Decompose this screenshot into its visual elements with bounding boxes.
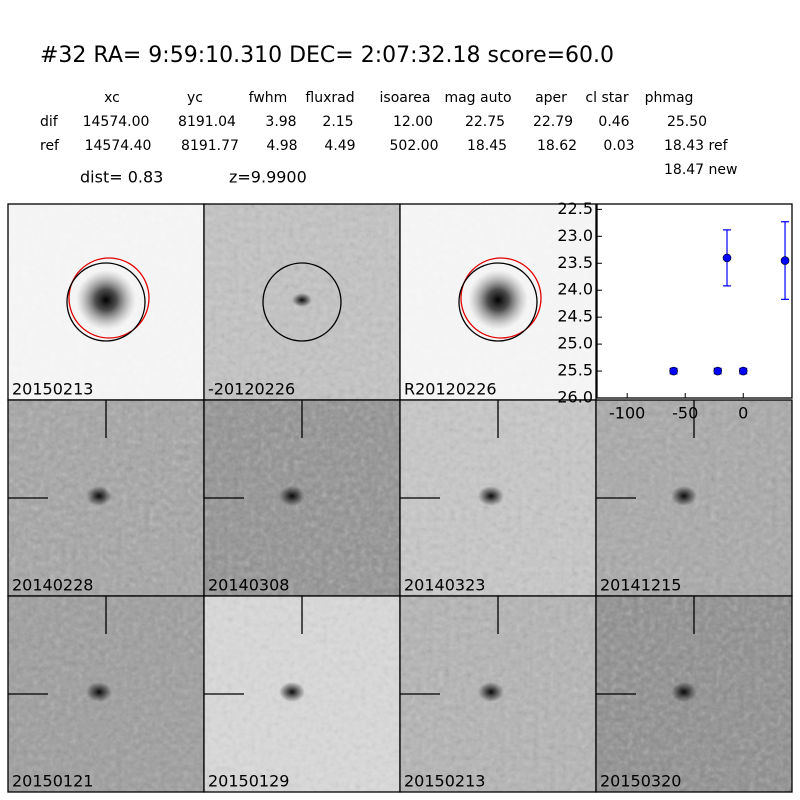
y-tick-label: 26.0 bbox=[557, 388, 593, 407]
column-header: yc bbox=[187, 90, 203, 106]
row-label: dif bbox=[40, 114, 59, 130]
source bbox=[671, 682, 697, 702]
aperture-ref bbox=[68, 257, 150, 339]
y-tick-label: 25.0 bbox=[557, 334, 593, 353]
stamp-label: 20150121 bbox=[12, 772, 93, 791]
source bbox=[86, 486, 112, 506]
stamp: -20120226 bbox=[203, 203, 401, 401]
stamp-label: 20150129 bbox=[208, 772, 289, 791]
y-tick-label: 24.5 bbox=[557, 307, 593, 326]
source bbox=[468, 270, 528, 330]
row-label: ref bbox=[40, 138, 60, 154]
y-tick-label: 22.5 bbox=[557, 199, 593, 218]
cell: 2.15 bbox=[322, 114, 353, 130]
stamp: 20140323 bbox=[399, 399, 597, 597]
stamp-label: 20141215 bbox=[600, 576, 681, 595]
column-header: xc bbox=[104, 90, 120, 106]
stamp: R20120226 bbox=[399, 203, 597, 401]
aperture bbox=[262, 262, 342, 342]
z-value: z=9.9900 bbox=[229, 168, 307, 187]
cell: 18.45 bbox=[467, 138, 507, 154]
stamp: 20140228 bbox=[7, 399, 205, 597]
stamp: 20150213 bbox=[7, 203, 205, 401]
point bbox=[780, 256, 790, 265]
phmag-new: 18.47 new bbox=[664, 162, 737, 178]
point bbox=[738, 366, 748, 376]
stamp-label: 20140308 bbox=[208, 576, 289, 595]
cell: 4.49 bbox=[324, 138, 355, 154]
cell: 14574.40 bbox=[85, 138, 152, 154]
column-header: isoarea bbox=[380, 90, 431, 106]
stamp-label: 20140228 bbox=[12, 576, 93, 595]
x-tick-label: -50 bbox=[672, 404, 698, 423]
cell: 22.75 bbox=[465, 114, 505, 130]
column-header: cl star bbox=[585, 90, 628, 106]
aperture bbox=[66, 262, 146, 342]
stamp: 20150121 bbox=[7, 595, 205, 793]
stamp-label: 20150213 bbox=[404, 772, 485, 791]
stamp: 20140308 bbox=[203, 399, 401, 597]
cell: 4.98 bbox=[266, 138, 297, 154]
stamp-frame bbox=[595, 595, 793, 793]
stamp: 20141215 bbox=[595, 399, 793, 597]
aperture-ref bbox=[460, 257, 542, 339]
stamp: 20150320 bbox=[595, 595, 793, 793]
stamp: 20150129 bbox=[203, 595, 401, 793]
column-header: aper bbox=[535, 90, 567, 106]
y-tick-label: 24.0 bbox=[557, 280, 593, 299]
plot-area bbox=[596, 203, 793, 399]
source bbox=[279, 486, 305, 506]
source bbox=[671, 486, 697, 506]
x-tick-label: 0 bbox=[738, 404, 748, 423]
source bbox=[76, 270, 136, 330]
source bbox=[86, 682, 112, 702]
stamp-label: 20150320 bbox=[600, 772, 681, 791]
y-tick-label: 25.5 bbox=[557, 361, 593, 380]
stamp-label: -20120226 bbox=[208, 380, 295, 399]
cell: 25.50 bbox=[667, 114, 707, 130]
cell: 8191.77 bbox=[181, 138, 239, 154]
column-header: mag auto bbox=[444, 90, 511, 106]
stamp-label: 20150213 bbox=[12, 380, 93, 399]
cell: 14574.00 bbox=[83, 114, 150, 130]
column-header: fwhm bbox=[249, 90, 288, 106]
point bbox=[669, 366, 678, 376]
source bbox=[292, 293, 312, 307]
cell: 0.46 bbox=[598, 114, 629, 130]
aperture bbox=[458, 262, 538, 342]
stamp-label: 20140323 bbox=[404, 576, 485, 595]
cell: 18.62 bbox=[537, 138, 577, 154]
title: #32 RA= 9:59:10.310 DEC= 2:07:32.18 scor… bbox=[40, 43, 614, 68]
cell: 502.00 bbox=[390, 138, 439, 154]
y-tick-label: 23.0 bbox=[557, 226, 593, 245]
cell: 18.43 ref bbox=[664, 138, 729, 154]
source bbox=[279, 682, 305, 702]
point bbox=[713, 366, 723, 376]
column-header: phmag bbox=[645, 90, 694, 106]
cell: 22.79 bbox=[533, 114, 573, 130]
stamp: 20150213 bbox=[399, 595, 597, 793]
column-header: fluxrad bbox=[305, 90, 354, 106]
x-tick-label: -100 bbox=[609, 404, 645, 423]
cell: 3.98 bbox=[265, 114, 296, 130]
point bbox=[722, 253, 732, 263]
cell: 8191.04 bbox=[178, 114, 236, 130]
source bbox=[478, 486, 504, 506]
cell: 12.00 bbox=[393, 114, 433, 130]
stamp-label: R20120226 bbox=[404, 380, 497, 399]
y-tick-label: 23.5 bbox=[557, 253, 593, 272]
source bbox=[478, 682, 504, 702]
cell: 0.03 bbox=[603, 138, 634, 154]
dist: dist= 0.83 bbox=[80, 168, 163, 187]
